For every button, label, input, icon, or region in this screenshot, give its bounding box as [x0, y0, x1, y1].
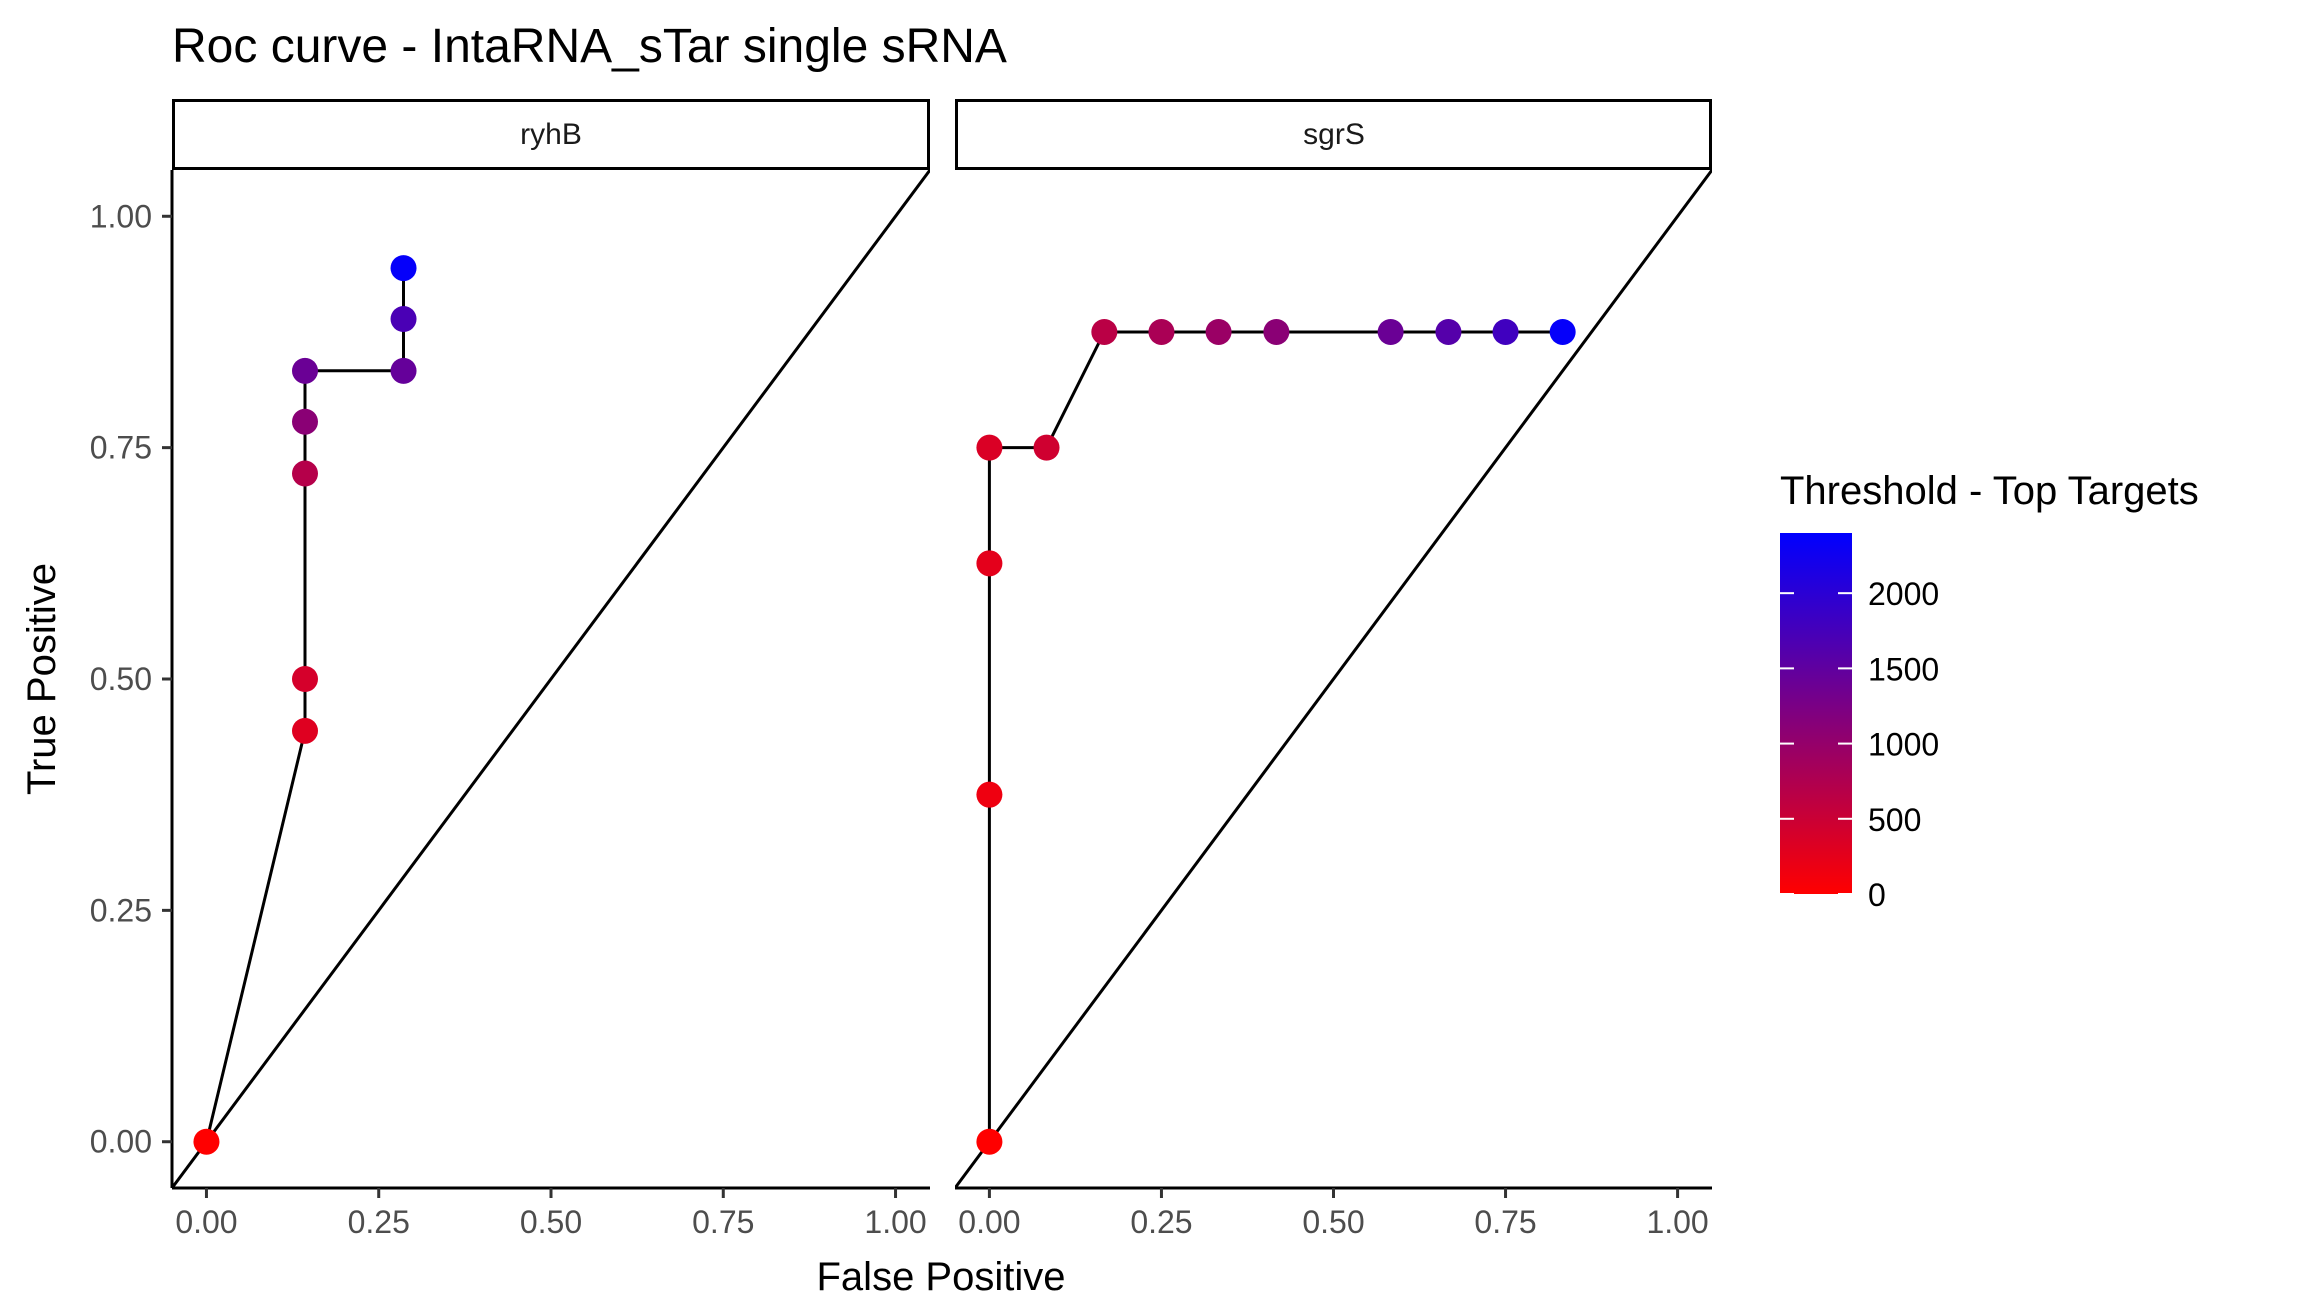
x-tick-label-sgrS-3: 0.75	[1474, 1204, 1536, 1240]
diagonal-line-sgrS	[955, 170, 1712, 1188]
roc-point-ryhB-4	[291, 408, 318, 435]
x-tick-label-ryhB-1: 0.25	[348, 1204, 410, 1240]
roc-point-ryhB-8	[390, 255, 417, 282]
y-tick-label-3: 0.75	[90, 430, 152, 466]
strip-sgrS	[955, 99, 1712, 170]
roc-point-ryhB-7	[390, 305, 417, 332]
y-tick-label-1: 0.25	[90, 892, 152, 928]
chart-title: Roc curve - IntaRNA_sTar single sRNA	[172, 20, 1007, 73]
x-tick-label-ryhB-4: 1.00	[864, 1204, 926, 1240]
x-axis-title: False Positive	[817, 1255, 1066, 1299]
plot-clip-ryhB	[172, 170, 930, 1188]
legend-tick-label-0: 0	[1868, 877, 1886, 913]
roc-line-sgrS	[987, 330, 1563, 1142]
roc-point-sgrS-5	[1091, 318, 1118, 345]
y-tick-label-4: 1.00	[90, 198, 152, 234]
roc-point-ryhB-5	[291, 357, 318, 384]
plot-area-ryhB	[172, 170, 930, 1188]
roc-point-sgrS-3	[976, 434, 1003, 461]
x-tick-label-sgrS-1: 0.25	[1130, 1204, 1192, 1240]
strip-label-sgrS: sgrS	[1303, 118, 1365, 151]
roc-point-sgrS-7	[1205, 318, 1232, 345]
y-axis-title: True Positive	[20, 563, 64, 795]
roc-point-ryhB-3	[291, 460, 318, 487]
roc-point-ryhB-6	[390, 357, 417, 384]
roc-point-ryhB-0	[193, 1128, 220, 1155]
roc-point-sgrS-10	[1435, 318, 1462, 345]
roc-point-sgrS-8	[1263, 318, 1290, 345]
roc-point-sgrS-0	[976, 1128, 1003, 1155]
plot-clip-sgrS	[955, 170, 1712, 1188]
legend-tick-label-4: 2000	[1868, 576, 1939, 612]
legend-ticks: 0 500 1000 1500 2000	[1780, 576, 1939, 913]
diagonal-line-ryhB	[172, 170, 930, 1188]
legend-title: Threshold - Top Targets	[1780, 469, 2199, 513]
x-tick-label-ryhB-0: 0.00	[175, 1204, 237, 1240]
legend: Threshold - Top Targets 0 500 1000 1500 2000	[1780, 469, 2199, 913]
facet-panel-ryhB: ryhB	[172, 99, 930, 1188]
roc-point-sgrS-11	[1492, 318, 1519, 345]
x-tick-label-sgrS-4: 1.00	[1646, 1204, 1708, 1240]
roc-point-sgrS-12	[1549, 318, 1576, 345]
roc-point-ryhB-1	[291, 717, 318, 744]
x-tick-label-ryhB-3: 0.75	[692, 1204, 754, 1240]
x-tick-label-sgrS-0: 0.00	[958, 1204, 1020, 1240]
legend-tick-label-2: 1000	[1868, 727, 1939, 763]
legend-tick-label-1: 500	[1868, 802, 1921, 838]
roc-point-sgrS-4	[1033, 434, 1060, 461]
x-tick-label-ryhB-2: 0.50	[520, 1204, 582, 1240]
legend-tick-label-3: 1500	[1868, 651, 1939, 687]
x-axes: 0.00 0.25 0.50 0.75 1.00 0.00 0.25 0.50 0.75 1.00	[172, 1186, 1712, 1240]
roc-point-sgrS-2	[976, 550, 1003, 577]
x-tick-label-sgrS-2: 0.50	[1302, 1204, 1364, 1240]
legend-colorbar	[1780, 533, 1852, 894]
y-tick-label-0: 0.00	[90, 1124, 152, 1160]
roc-point-ryhB-2	[291, 666, 318, 692]
roc-point-sgrS-1	[976, 781, 1003, 808]
y-tick-label-2: 0.50	[90, 661, 152, 697]
facet-panel-sgrS: sgrS	[955, 99, 1712, 1188]
y-axis: 0.00 0.25 0.50 0.75 1.00	[90, 170, 174, 1188]
plot-area-sgrS	[955, 170, 1712, 1188]
roc-point-sgrS-9	[1377, 318, 1404, 345]
roc-point-sgrS-6	[1148, 318, 1175, 345]
strip-label-ryhB: ryhB	[520, 118, 582, 151]
strip-ryhB	[172, 99, 930, 170]
